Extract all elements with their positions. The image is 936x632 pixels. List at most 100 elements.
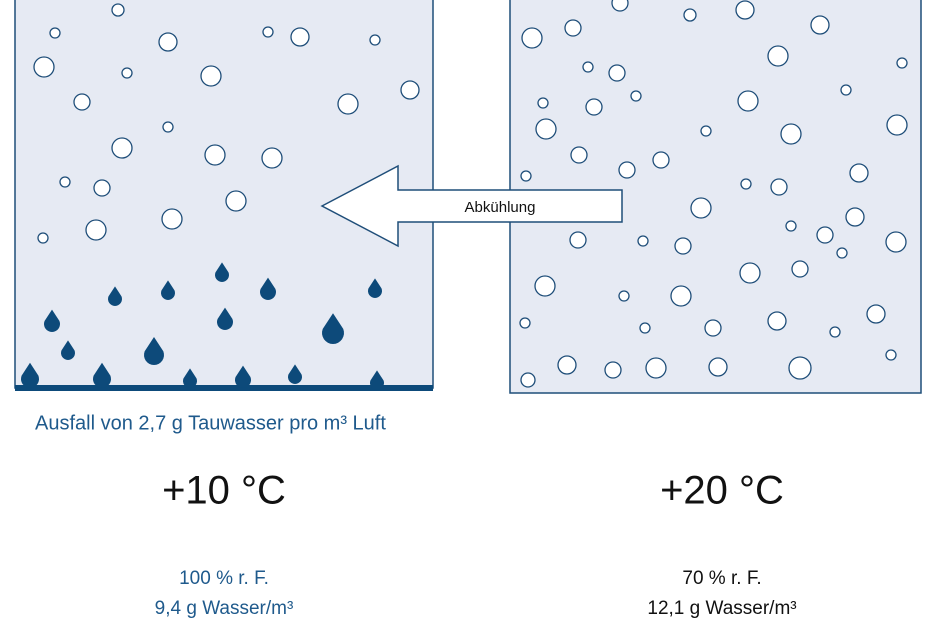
bubble [337, 93, 359, 115]
bubble [535, 118, 557, 140]
bubble [896, 57, 908, 69]
bubble [121, 67, 133, 79]
bubble [158, 32, 178, 52]
drop [260, 277, 276, 300]
water-drops [21, 262, 384, 390]
bubble [849, 163, 869, 183]
bubble [652, 151, 670, 169]
bubble [836, 247, 848, 259]
bubble [630, 90, 642, 102]
bubble [200, 65, 222, 87]
drop [322, 313, 345, 344]
bubble [770, 178, 788, 196]
water-layer [15, 385, 433, 391]
cooling-arrow [320, 164, 623, 248]
bubble [204, 144, 226, 166]
bubble [683, 8, 697, 22]
bubble [519, 317, 531, 329]
drop [183, 368, 197, 388]
right-temperature: +20 °C [660, 469, 784, 513]
bubble [639, 322, 651, 334]
drop [143, 337, 165, 365]
bubble [585, 98, 603, 116]
bubble [161, 208, 183, 230]
bubble [785, 220, 797, 232]
drop [161, 280, 175, 300]
bubble [73, 93, 91, 111]
drop [44, 309, 61, 332]
bubble [690, 197, 712, 219]
right-humidity: 70 % r. F. [682, 568, 761, 589]
bubble [537, 97, 549, 109]
bubble [520, 170, 532, 182]
bubble [816, 226, 834, 244]
bubble [670, 285, 692, 307]
bubble [557, 355, 577, 375]
bubble [708, 357, 728, 377]
bubble [262, 26, 274, 38]
bubble [611, 0, 629, 12]
bubble [400, 80, 420, 100]
drop [215, 262, 229, 282]
bubble [534, 275, 556, 297]
bubble [225, 190, 247, 212]
left-humidity: 100 % r. F. [179, 568, 269, 589]
bubble [767, 311, 787, 331]
drop [21, 362, 39, 388]
bubble [885, 231, 907, 253]
right-water: 12,1 g Wasser/m³ [647, 598, 796, 619]
bubble [737, 90, 759, 112]
bubble [866, 304, 886, 324]
bubble [582, 61, 594, 73]
bubble [604, 361, 622, 379]
bubble [369, 34, 381, 46]
bubble [810, 15, 830, 35]
bubble [637, 235, 649, 247]
bubble [520, 372, 536, 388]
left-temperature: +10 °C [162, 469, 286, 513]
bubble [608, 64, 626, 82]
bubble [521, 27, 543, 49]
bubble [780, 123, 802, 145]
bubble [735, 0, 755, 20]
drop [370, 370, 384, 390]
drop [367, 278, 382, 298]
bubble [739, 262, 761, 284]
bubble [111, 137, 133, 159]
bubble [570, 146, 588, 164]
bubble [767, 45, 789, 67]
bubble [740, 178, 752, 190]
bubble [162, 121, 174, 133]
left-water: 9,4 g Wasser/m³ [155, 598, 294, 619]
vapor-bubbles [33, 0, 908, 388]
drop [108, 286, 122, 306]
bubble [49, 27, 61, 39]
bubble [618, 161, 636, 179]
bubble [845, 207, 865, 227]
condensate-caption: Ausfall von 2,7 g Tauwasser pro m³ Luft [35, 412, 386, 434]
bubble [674, 237, 692, 255]
bubble [829, 326, 841, 338]
bubble [700, 125, 712, 137]
drop [216, 307, 233, 330]
drop [288, 364, 302, 384]
bubble [840, 84, 852, 96]
arrow-label: Abkühlung [465, 199, 536, 216]
bubble [788, 356, 812, 380]
drop [92, 362, 111, 388]
bubble [569, 231, 587, 249]
bubble [85, 219, 107, 241]
bubble [885, 349, 897, 361]
bubble [59, 176, 71, 188]
bubble [791, 260, 809, 278]
bubble [618, 290, 630, 302]
drop [235, 365, 251, 388]
bubble [37, 232, 49, 244]
drop [61, 340, 76, 360]
bubble [111, 3, 125, 17]
bubble [290, 27, 310, 47]
bubble [704, 319, 722, 337]
bubble [564, 19, 582, 37]
bubble [93, 179, 111, 197]
